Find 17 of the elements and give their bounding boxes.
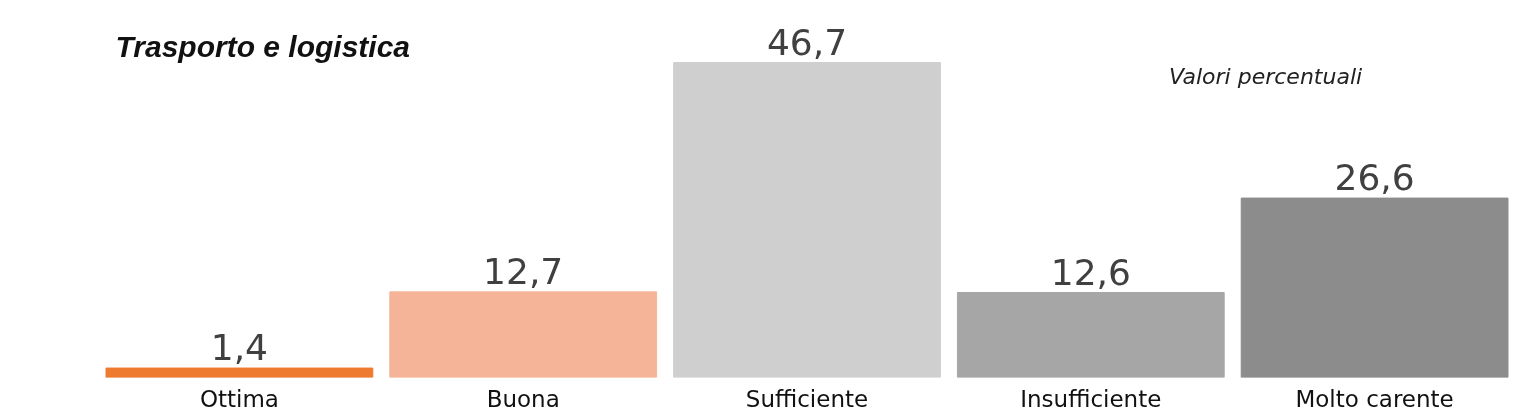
bar [389, 291, 658, 378]
bar [956, 292, 1225, 378]
x-tick-label: Sufficiente [745, 385, 869, 412]
bar [105, 367, 374, 378]
x-tick-label: Ottima [199, 385, 279, 412]
x-tick-label: Insufficiente [1020, 385, 1162, 412]
bar [673, 62, 941, 378]
x-tick-label: Buona [486, 385, 560, 412]
data-label: 12,7 [483, 250, 564, 292]
chart-title: Trasporto e logistica [115, 29, 411, 63]
data-label: 26,6 [1334, 157, 1415, 199]
x-tick-label: Molto carente [1295, 385, 1454, 412]
data-label: 46,7 [766, 21, 848, 63]
bar [1240, 197, 1509, 378]
data-label: 12,6 [1050, 251, 1131, 293]
data-label: 1,4 [210, 327, 269, 369]
annotation: Valori percentuali [1168, 63, 1363, 89]
